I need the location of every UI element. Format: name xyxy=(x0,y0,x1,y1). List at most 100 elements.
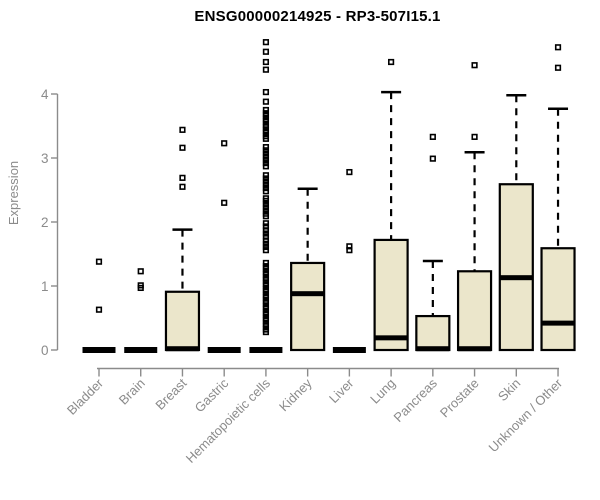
outlier-point xyxy=(262,147,270,154)
outlier-point xyxy=(262,240,270,247)
iqr-box xyxy=(290,261,326,352)
outlier-point xyxy=(179,183,186,190)
outlier-point xyxy=(262,259,270,267)
outlier-point xyxy=(262,237,270,244)
outlier-point xyxy=(262,184,270,192)
outlier-point xyxy=(262,106,270,114)
outlier-point xyxy=(346,168,353,176)
outlier-point xyxy=(262,282,270,290)
outlier-point xyxy=(262,197,270,204)
iqr-box xyxy=(456,270,493,352)
box-brain xyxy=(124,268,158,353)
y-axis-tick-label: 0 xyxy=(41,343,49,358)
outlier-point xyxy=(262,230,270,237)
outlier-point xyxy=(262,181,270,188)
outlier-point xyxy=(262,247,270,254)
box-gastric xyxy=(207,140,241,353)
box-lung xyxy=(373,58,409,352)
median-line xyxy=(82,347,116,353)
outlier-point xyxy=(388,58,395,66)
outlier-point xyxy=(221,140,228,147)
median-line xyxy=(291,291,325,297)
outlier-point xyxy=(95,306,103,313)
outlier-point xyxy=(262,129,270,137)
iqr-box xyxy=(498,183,534,352)
x-axis-label: Skin xyxy=(495,376,523,404)
outlier-point xyxy=(262,144,270,151)
outlier-point xyxy=(262,328,270,336)
outlier-point xyxy=(179,174,186,181)
outlier-point xyxy=(262,172,270,179)
outlier-point xyxy=(554,44,562,51)
outlier-point xyxy=(262,188,270,195)
outlier-point xyxy=(262,124,270,131)
outlier-point xyxy=(262,160,270,167)
outlier-point xyxy=(262,150,270,157)
outlier-point xyxy=(262,98,270,105)
box-unknown-other xyxy=(540,44,576,352)
iqr-box xyxy=(415,314,451,352)
chart-title: ENSG00000214925 - RP3-507I15.1 xyxy=(194,8,441,25)
outlier-point xyxy=(262,135,270,142)
outlier-point xyxy=(262,227,270,234)
iqr-box xyxy=(373,238,409,352)
outlier-point xyxy=(262,271,270,278)
outlier-point xyxy=(262,163,270,170)
outlier-point xyxy=(262,200,270,208)
median-line xyxy=(332,347,366,353)
outlier-point xyxy=(137,284,144,292)
y-axis-tick-label: 3 xyxy=(41,151,49,166)
outlier-point xyxy=(262,265,270,272)
outlier-point xyxy=(262,294,270,301)
y-axis-tick-label: 4 xyxy=(41,87,49,102)
outlier-point xyxy=(262,39,270,46)
median-line xyxy=(165,346,199,352)
median-line xyxy=(374,335,408,341)
box-kidney xyxy=(290,187,326,352)
outlier-point xyxy=(262,153,270,160)
box-bladder xyxy=(82,258,116,353)
x-axis-label: Lung xyxy=(367,376,398,407)
outlier-point xyxy=(554,64,562,71)
box-hematopoietic-cells xyxy=(249,39,283,353)
outlier-point xyxy=(471,133,478,140)
outlier-point xyxy=(262,323,270,330)
x-axis-label: Unknown / Other xyxy=(486,375,566,455)
median-line xyxy=(458,346,492,352)
outlier-point xyxy=(262,66,270,73)
box-prostate xyxy=(456,62,493,352)
outlier-point xyxy=(262,88,270,96)
outlier-point xyxy=(95,258,103,265)
outlier-point xyxy=(221,199,228,206)
outlier-point xyxy=(262,58,270,66)
x-axis-label: Gastric xyxy=(192,375,232,415)
outlier-point xyxy=(262,288,270,295)
outlier-point xyxy=(137,268,144,275)
outlier-point xyxy=(262,305,270,313)
outlier-point xyxy=(262,213,270,220)
outlier-point xyxy=(262,204,270,211)
outlier-point xyxy=(262,317,270,324)
x-axis-label: Prostate xyxy=(437,376,482,421)
box-pancreas xyxy=(415,133,451,352)
iqr-box xyxy=(164,290,201,352)
outlier-point xyxy=(471,62,478,69)
outlier-point xyxy=(262,118,270,125)
iqr-box xyxy=(540,247,576,352)
y-axis-tick-label: 2 xyxy=(41,215,49,230)
x-axis-label: Breast xyxy=(152,375,189,412)
outlier-point xyxy=(262,220,270,227)
outlier-point xyxy=(262,48,270,55)
outlier-point xyxy=(262,175,270,182)
outlier-point xyxy=(262,156,270,164)
outlier-point xyxy=(262,311,270,318)
x-axis-label: Kidney xyxy=(276,375,315,414)
median-line xyxy=(541,320,575,326)
x-axis-label: Bladder xyxy=(64,375,107,418)
outlier-point xyxy=(262,300,270,307)
outlier-point xyxy=(262,207,270,214)
outlier-point xyxy=(346,247,353,254)
box-breast xyxy=(164,126,201,352)
